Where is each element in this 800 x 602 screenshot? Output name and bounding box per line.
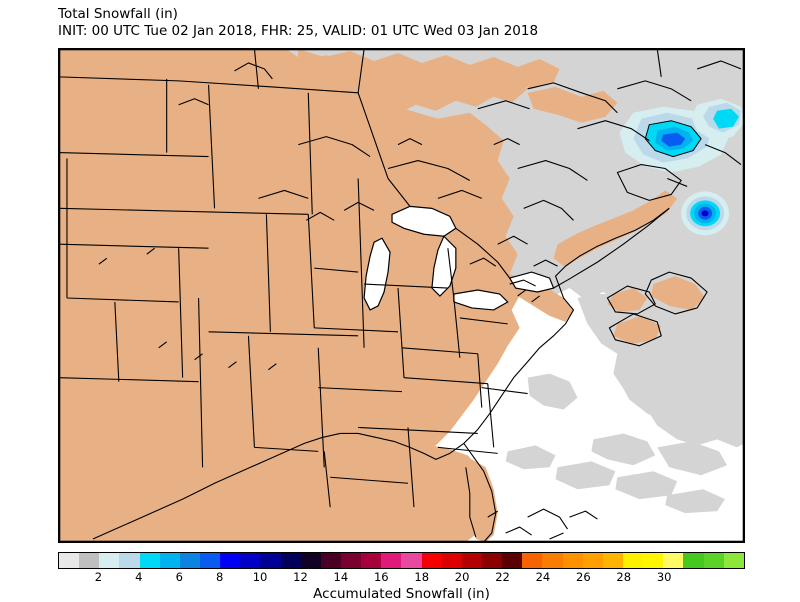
colorbar-segment-21 [481,553,503,568]
colorbar-segment-30 [663,553,684,568]
colorbar-segment-6 [179,553,200,568]
colorbar-tick-28: 28 [616,570,632,584]
colorbar-block: 2 4 6 8 10 12 14 16 18 20 22 24 26 28 30 Accumulated S… [58,552,745,602]
lake-erie [453,289,509,311]
colorbar-segment-8 [220,553,241,568]
colorbar-segment-10 [260,553,281,568]
land-west [59,49,289,542]
colorbar-segment-23 [522,553,543,568]
trace-patch-5 [555,461,616,490]
colorbar-segment-13 [320,553,341,568]
snow-contour-8-10 [661,132,686,147]
colorbar-tick-6: 6 [175,570,183,584]
land-gulf-coast [358,427,488,542]
colorbar-segment-5 [159,553,180,568]
map-frame-border [59,49,744,542]
colorbar-segment-7 [199,553,221,568]
land-new-england [553,190,678,267]
snowfall-band-gulf-of-maine [619,98,744,173]
colorbar-ticks: 2 4 6 8 10 12 14 16 18 20 22 24 26 28 30 [58,569,745,585]
snowfall-map [59,49,744,542]
colorbar-segment-15 [361,553,382,568]
land-region [59,49,706,542]
great-lakes [363,205,555,311]
lake-michigan [363,237,391,311]
colorbar-segment-17 [401,553,422,568]
colorbar-segment-14 [340,553,362,568]
trace-patch-2 [591,433,656,466]
colorbar [58,552,745,569]
page-title: Total Snowfall (in) [58,6,178,22]
figure-subtitle: INIT: 00 UTC Tue 02 Jan 2018, FHR: 25, V… [58,23,539,39]
colorbar-segment-22 [502,553,523,568]
trace-patch-3 [657,441,728,476]
snowfall-bullseye-offshore [681,191,730,236]
trace-patch-1 [527,373,578,410]
colorbar-segment-32 [703,553,724,568]
colorbar-segment-9 [240,553,261,568]
land-canada-patch-2 [431,168,478,199]
colorbar-segment-16 [381,553,402,568]
colorbar-tick-12: 12 [293,570,308,584]
land-east-us [403,108,522,468]
colorbar-segment-11 [280,553,301,568]
colorbar-segment-2 [99,553,120,568]
colorbar-tick-2: 2 [94,570,103,584]
colorbar-tick-8: 8 [215,570,224,584]
land-florida [467,459,498,542]
trace-patch-7 [665,489,726,514]
colorbar-segment-3 [119,553,140,568]
colorbar-label: Accumulated Snowfall (in) [313,586,490,602]
land-canada-patch-3 [527,86,618,123]
land-nova-scotia [651,276,706,310]
colorbar-segment-18 [421,553,442,568]
colorbar-tick-30: 30 [656,570,672,584]
lake-huron [431,235,457,297]
colorbar-segment-26 [582,553,603,568]
colorbar-segment-19 [441,553,462,568]
map-borders [59,49,742,542]
colorbar-segment-28 [622,553,644,568]
colorbar-tick-14: 14 [333,570,349,584]
colorbar-segment-1 [79,553,100,568]
trace-region-atlantic-mid [617,377,744,446]
colorbar-segment-27 [602,553,623,568]
colorbar-tick-24: 24 [535,570,551,584]
colorbar-segment-4 [139,553,160,568]
map-plot-area [58,48,745,543]
colorbar-tick-26: 26 [576,570,591,584]
colorbar-tick-4: 4 [135,570,143,584]
colorbar-segment-31 [683,553,704,568]
snow-contour-east-4-6 [713,108,740,129]
colorbar-tick-20: 20 [454,570,470,584]
colorbar-tick-10: 10 [252,570,268,584]
colorbar-segment-24 [542,553,563,568]
colorbar-segment-0 [59,553,80,568]
trace-patch-6 [615,471,678,500]
colorbar-segment-29 [643,553,664,568]
figure-title-block: Total Snowfall (in) INIT: 00 UTC Tue 02 … [58,6,758,40]
colorbar-tick-22: 22 [495,570,510,584]
colorbar-segment-33 [723,553,744,568]
colorbar-segment-25 [562,553,583,568]
colorbar-tick-16: 16 [373,570,389,584]
land-maritimes-patch-2 [613,315,662,344]
land-maritimes-patch [607,288,648,312]
lake-superior [391,205,457,237]
bullseye-contour-10-12 [701,210,709,217]
colorbar-tick-18: 18 [414,570,430,584]
trace-patch-4 [505,445,556,470]
colorbar-segment-20 [461,553,482,568]
colorbar-segment-12 [300,553,321,568]
